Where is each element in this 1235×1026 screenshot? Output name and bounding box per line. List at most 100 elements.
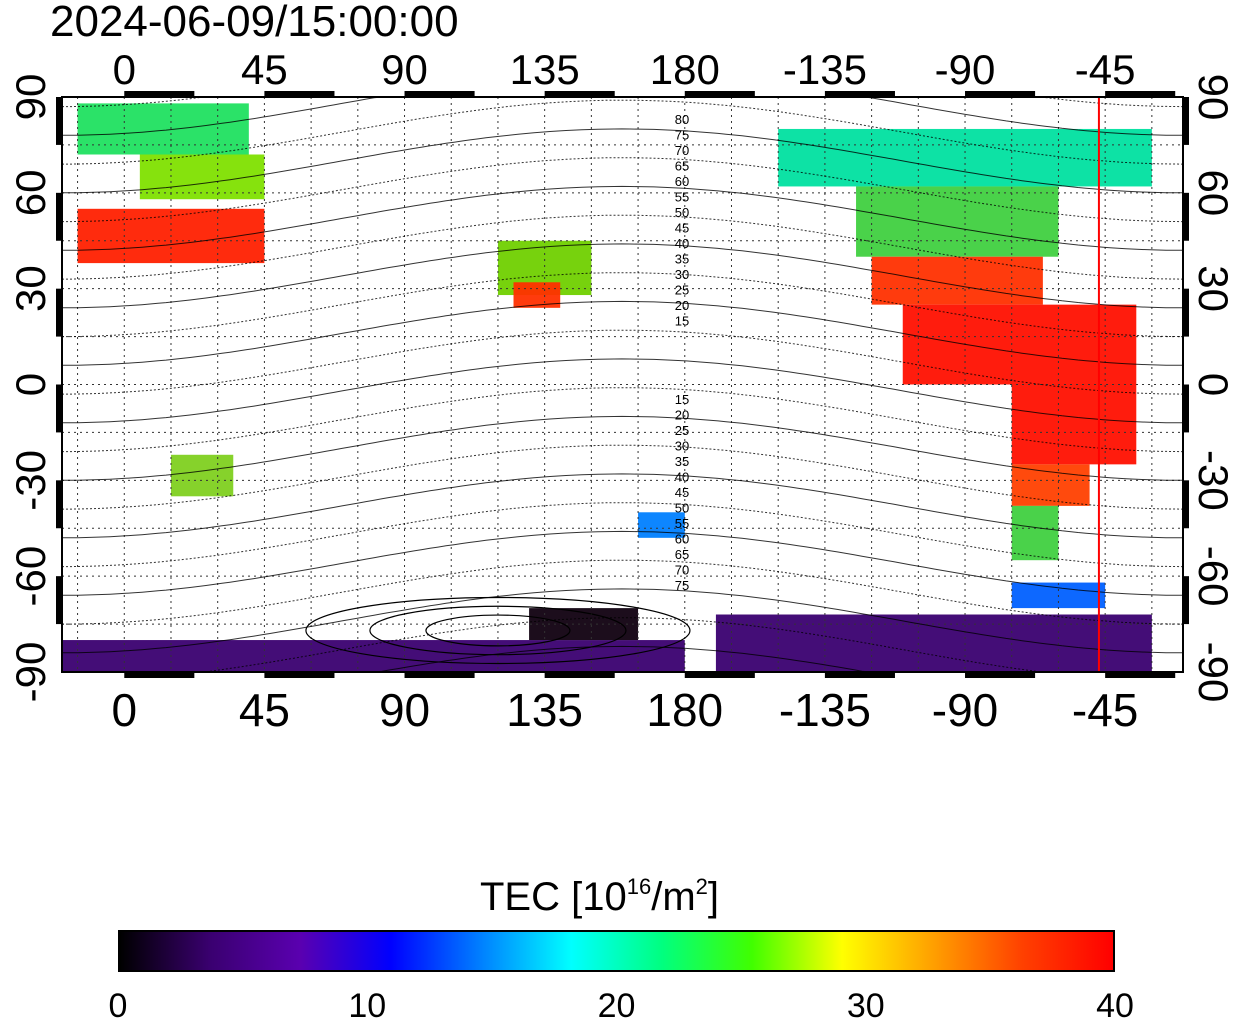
frame-band-top: [544, 91, 615, 96]
contour-line: [62, 214, 1183, 280]
contour-label-south: 55: [675, 516, 689, 531]
lat-tick-left: 60: [7, 169, 54, 216]
contour-line: [62, 617, 1182, 673]
contour-label-south: 40: [675, 470, 689, 485]
tec-region-central-america: [902, 304, 1137, 385]
tec-region-antarctica-west: [715, 614, 1152, 672]
lon-tick-bottom: 135: [506, 684, 583, 736]
tec-region-argentina: [1011, 464, 1090, 506]
frame-band-left: [56, 97, 61, 145]
frame-band-right: [1184, 384, 1189, 433]
lon-tick-top: 90: [381, 46, 428, 93]
tec-region-scandinavia: [139, 154, 265, 200]
lat-tick-right: 0: [1190, 373, 1235, 396]
tec-region-north-america: [856, 186, 1059, 257]
colorbar-title-exp: 16: [626, 874, 652, 899]
contour-label-south: 70: [675, 563, 689, 578]
contour-label-south: 25: [675, 423, 689, 438]
contour-line: [62, 128, 1182, 194]
contour-line: [62, 387, 1183, 453]
lat-tick-right: -90: [1190, 642, 1235, 703]
contour-line: [62, 530, 1182, 596]
colorbar-gradient: [118, 930, 1115, 972]
frame-band-bottom: [124, 673, 195, 678]
colorbar-title-end: ]: [707, 875, 720, 919]
frame-band-bottom: [965, 673, 1036, 678]
frame-band-right: [1184, 97, 1189, 145]
frame-band-right: [1184, 192, 1189, 241]
lat-tick-left: -90: [7, 642, 54, 703]
frame-band-bottom: [544, 673, 615, 678]
tec-region-south-africa: [170, 454, 234, 497]
contour-line: [62, 329, 1183, 395]
lon-tick-bottom: -45: [1072, 684, 1138, 736]
lon-tick-top: -45: [1075, 46, 1136, 93]
contour-line: [62, 99, 1183, 165]
colorbar-tick-label: 10: [348, 987, 387, 1025]
lon-tick-bottom: -135: [779, 684, 871, 736]
lon-tick-bottom: 0: [111, 684, 137, 736]
colorbar-tick-label: 40: [1096, 987, 1134, 1025]
contour-label-north: 70: [675, 143, 689, 158]
frame-band-top: [1105, 91, 1176, 96]
lon-tick-top: 45: [241, 46, 288, 93]
frame-band-top: [124, 91, 195, 96]
lat-tick-right: -60: [1190, 546, 1235, 607]
lon-tick-top: -135: [783, 46, 867, 93]
frame-band-right: [1184, 576, 1189, 625]
contour-label-south: 75: [675, 578, 689, 593]
colorbar-title-exp2: 2: [695, 874, 708, 899]
lon-tick-top: 0: [113, 46, 136, 93]
contour-line: [62, 502, 1183, 568]
contour-label-north: 20: [675, 298, 689, 313]
contour-label-north: 60: [675, 174, 689, 189]
tec-region-arctic-europe: [77, 103, 249, 155]
lat-tick-right: 60: [1190, 169, 1235, 216]
contour-line: [62, 157, 1183, 223]
lon-tick-bottom: -90: [932, 684, 998, 736]
contour-label-south: 30: [675, 439, 689, 454]
contour-oval: [425, 614, 571, 647]
contour-label-north: 45: [675, 221, 689, 236]
frame-band-right: [1184, 480, 1189, 529]
contour-line: [62, 444, 1183, 510]
frame-band-left: [56, 384, 61, 433]
contour-line: [62, 473, 1182, 539]
contour-label-south: 60: [675, 532, 689, 547]
lat-tick-right: 30: [1190, 265, 1235, 312]
contour-line: [62, 358, 1182, 424]
frame-band-right: [1184, 288, 1189, 337]
lat-tick-right: 90: [1190, 74, 1235, 121]
contour-label-south: 35: [675, 454, 689, 469]
lat-tick-right: -30: [1190, 450, 1235, 511]
tec-region-new-zealand: [638, 512, 685, 538]
contour-oval: [369, 605, 627, 656]
map-frame: [61, 96, 1184, 673]
contour-label-north: 55: [675, 190, 689, 205]
contour-line: [62, 243, 1182, 309]
frame-band-bottom: [404, 673, 475, 678]
colorbar-tick-label: 0: [108, 987, 128, 1025]
contour-oval: [305, 596, 691, 665]
frame-band-top: [404, 91, 475, 96]
frame-band-bottom: [1105, 673, 1176, 678]
lon-tick-bottom: 180: [646, 684, 723, 736]
tec-region-brazil: [1011, 384, 1137, 465]
contour-label-north: 25: [675, 283, 689, 298]
frame-band-left: [56, 576, 61, 625]
contour-label-north: 35: [675, 252, 689, 267]
lat-tick-left: 30: [7, 265, 54, 312]
contour-label-north: 40: [675, 236, 689, 251]
contour-label-north: 50: [675, 205, 689, 220]
colorbar-title: TEC [1016/m2]: [480, 862, 719, 922]
lon-tick-bottom: 90: [379, 684, 430, 736]
contour-line: [62, 300, 1182, 366]
lat-tick-left: -60: [7, 546, 54, 607]
lat-tick-left: 0: [7, 373, 54, 396]
tec-region-antarctica-dark: [529, 608, 639, 641]
frame-band-top: [684, 91, 755, 96]
frame-band-bottom: [264, 673, 335, 678]
contour-label-north: 30: [675, 267, 689, 282]
contour-label-south: 50: [675, 501, 689, 516]
